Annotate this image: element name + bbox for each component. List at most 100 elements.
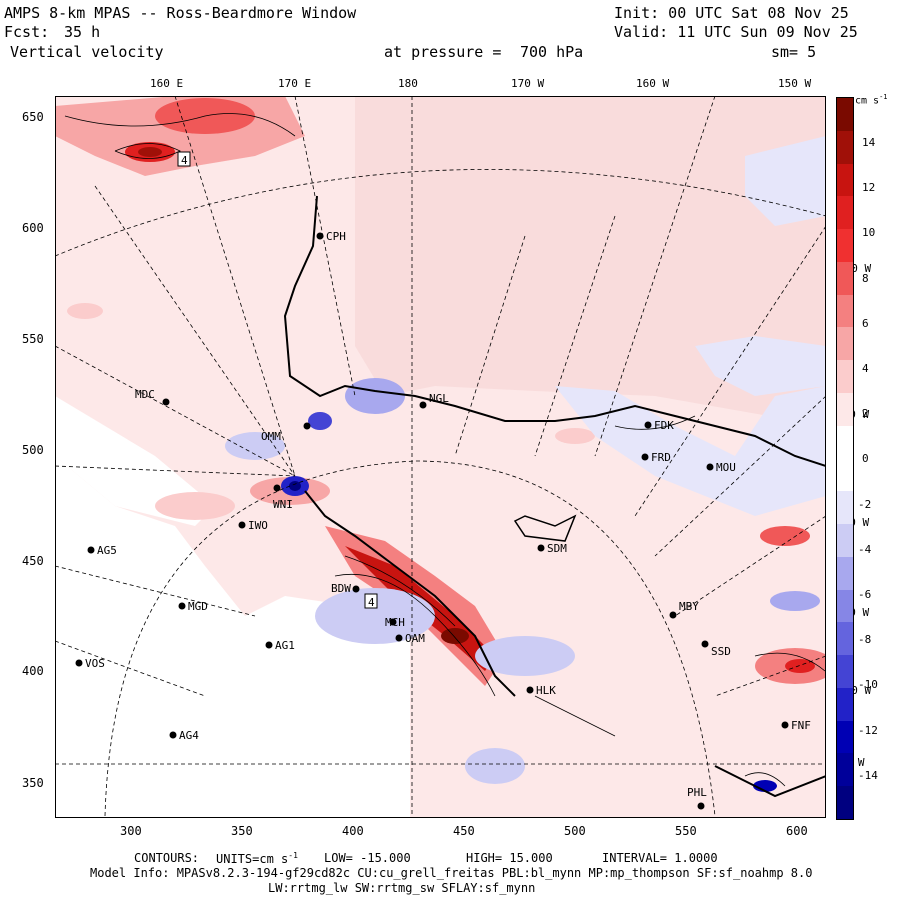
station-marker [169, 731, 177, 739]
station-label: FRD [651, 451, 671, 464]
station-marker [75, 659, 83, 667]
station-marker [537, 544, 545, 552]
negative-patch [465, 748, 525, 784]
station-label: AG1 [275, 639, 295, 652]
negative-patch [770, 591, 820, 611]
station-marker [178, 602, 186, 610]
station-marker [389, 618, 397, 626]
colorbar-tick-label: 8 [862, 271, 869, 285]
missing-data-region [55, 396, 215, 526]
colorbar-tick-label: -8 [858, 633, 872, 647]
station-label: AG5 [97, 544, 117, 557]
colorbar-tick-label: 6 [862, 316, 869, 330]
positive-patch [155, 492, 235, 520]
colorbar-tick-label: 0 [862, 452, 869, 466]
colorbar-tick-label: -14 [858, 768, 878, 782]
init-time: Init: 00 UTC Sat 08 Nov 25 [614, 4, 849, 22]
colorbar-segment [837, 622, 853, 656]
stations: CPH NGL MDC FDK FRD MOU OMM WNI IWO SDM … [75, 230, 811, 810]
contour-interval: INTERVAL= 1.0000 [602, 851, 718, 865]
colorbar-segment [837, 360, 853, 394]
y-tick-label: 450 [22, 554, 44, 568]
top-lon-label: 170 W [511, 77, 545, 90]
colorbar-segment [837, 458, 853, 492]
colorbar-segment [837, 327, 853, 361]
station-marker [701, 640, 709, 648]
colorbar-segment [837, 720, 853, 754]
contour-label-box [364, 593, 378, 609]
x-tick-label: 450 [453, 824, 475, 838]
station-label: BDW [331, 582, 351, 595]
colorbar [836, 97, 854, 820]
colorbar-segment [837, 753, 853, 787]
colorbar-segment [837, 491, 853, 525]
y-tick-label: 350 [22, 776, 44, 790]
contour-units: UNITS=cm s-1 [216, 851, 298, 866]
negative-core [308, 412, 332, 430]
colorbar-segment [837, 687, 853, 722]
negative-patch [475, 636, 575, 676]
colorbar-segment [837, 425, 853, 459]
top-lon-label: 150 W [778, 77, 812, 90]
negative-patch [225, 432, 285, 460]
station-label: OMM [261, 430, 281, 443]
station-label: OAM [405, 632, 425, 645]
field-name: Vertical velocity [10, 43, 164, 61]
coastline [513, 514, 577, 542]
map-title: AMPS 8-km MPAS -- Ross-Beardmore Window [4, 4, 357, 22]
top-lon-label: 170 E [278, 77, 312, 90]
colorbar-segment [837, 294, 853, 328]
station-label: FDK [654, 419, 674, 432]
colorbar-units: cm s-1 [855, 93, 888, 107]
positive-core [138, 147, 162, 157]
negative-patch [745, 136, 826, 226]
coastline [714, 765, 826, 798]
negative-patch [695, 336, 826, 396]
model-info-2: LW:rrtmg_lw SW:rrtmg_sw SFLAY:sf_mynn [268, 881, 536, 895]
station-marker [644, 421, 652, 429]
station-label: VOS [85, 657, 105, 670]
colorbar-segment [837, 524, 853, 558]
pressure-value: 700 hPa [520, 43, 584, 61]
colorbar-segment [837, 229, 853, 263]
valid-time: Valid: 11 UTC Sun 09 Nov 25 [614, 23, 858, 41]
colorbar-segment [837, 261, 853, 296]
colorbar-segment [837, 589, 853, 623]
station-marker [238, 521, 246, 529]
y-tick-label: 600 [22, 221, 44, 235]
colorbar-tick-label: 10 [862, 226, 876, 240]
coastline [304, 490, 516, 697]
station-label: MOU [716, 461, 736, 474]
colorbar-segment [837, 655, 853, 689]
colorbar-tick-label: -4 [858, 542, 872, 556]
station-label: SSD [711, 645, 731, 658]
pressure-label: at pressure = [384, 43, 502, 61]
colorbar-tick-label: -10 [858, 678, 878, 692]
colorbar-tick-label: 12 [862, 181, 876, 195]
map-plot: 4 4 CPH NGL MDC FDK FRD MOU OMM WNI IWO … [55, 96, 826, 818]
colorbar-segment [837, 98, 853, 132]
station-label: PHL [687, 786, 707, 799]
y-tick-label: 500 [22, 443, 44, 457]
model-info: Model Info: MPASv8.2.3-194-gf29cd82c CU:… [90, 866, 813, 880]
station-marker [697, 802, 705, 810]
station-marker [641, 453, 649, 461]
station-label: AG4 [179, 729, 199, 742]
negative-core [289, 481, 301, 491]
station-label: MGD [188, 600, 208, 613]
contour-label: 4 [181, 154, 188, 167]
colorbar-segment [837, 196, 853, 230]
positive-core [785, 659, 815, 673]
x-tick-label: 550 [675, 824, 697, 838]
negative-patch [555, 386, 826, 516]
forecast-label: Fcst: [4, 23, 50, 41]
top-lon-label: 180 [398, 77, 418, 90]
station-label: MBY [679, 600, 699, 613]
coastline [283, 195, 826, 467]
y-tick-label: 400 [22, 664, 44, 678]
contour-label-box [177, 151, 191, 167]
station-label: IWO [248, 519, 268, 532]
x-tick-label: 500 [564, 824, 586, 838]
negative-patch [315, 588, 435, 644]
colorbar-segment [837, 392, 853, 427]
